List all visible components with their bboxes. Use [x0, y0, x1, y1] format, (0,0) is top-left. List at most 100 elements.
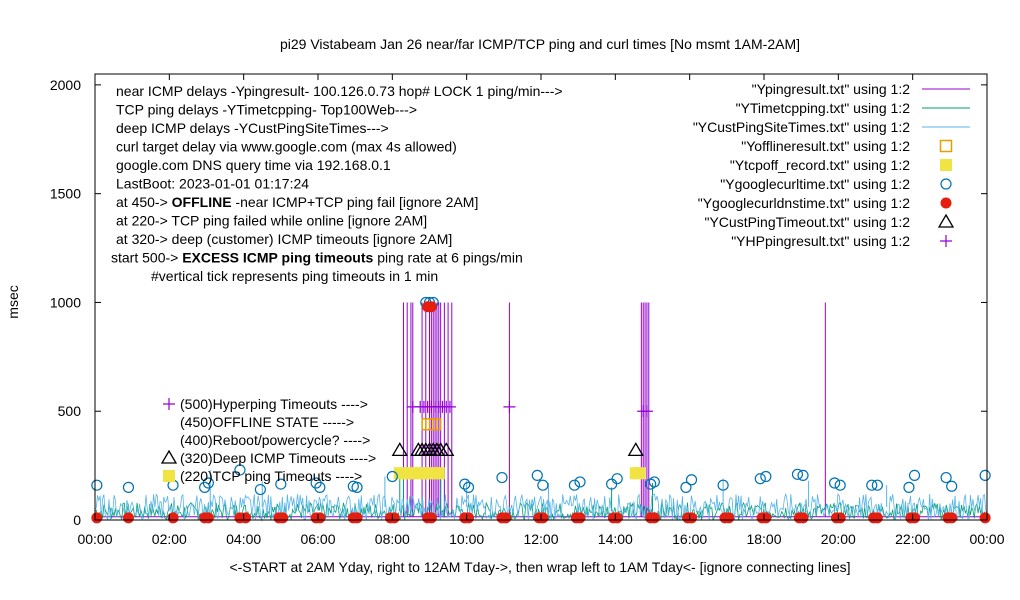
- data-point: [202, 512, 214, 524]
- annotation-line: google.com DNS query time via 192.168.0.…: [116, 157, 391, 173]
- state-suffix: ping rate at 6 pings/min: [373, 250, 522, 266]
- legend-label: "Ygooglecurldnstime.txt" using 1:2: [698, 195, 910, 211]
- data-point: [234, 464, 246, 476]
- tick-layer: 00:00 02:00 04:00 06:00 08:00 10:00 12:00 14:00…: [50, 74, 1005, 547]
- x-tick-label: 02:00: [152, 531, 187, 547]
- data-point: [425, 512, 437, 524]
- state-bold: EXCESS ICMP ping timeouts: [182, 250, 373, 266]
- data-point: [834, 512, 846, 524]
- data-point: [611, 473, 623, 485]
- data-point: [791, 468, 804, 480]
- legend-swatch: [940, 235, 952, 247]
- legend: "Ypingresult.txt" using 1:2 "YTimetcpping…: [693, 81, 970, 249]
- x-tick-label: 10:00: [449, 531, 484, 547]
- data-point: [386, 470, 398, 483]
- marker-label: (500)Hyperping Timeouts ---->: [180, 396, 368, 412]
- data-point: [866, 479, 878, 491]
- x-tick-label: 20:00: [821, 531, 856, 547]
- data-point: [909, 512, 921, 524]
- data-point: [648, 512, 660, 524]
- data-point: [122, 481, 135, 493]
- state-prefix: #vertical tick represents ping timeouts …: [151, 268, 438, 284]
- legend-label: "Ytcpoff_record.txt" using 1:2: [730, 157, 910, 173]
- data-point: [760, 512, 772, 524]
- state-annotation: at 320-> deep (customer) ICMP timeouts […: [116, 231, 452, 247]
- marker-label-icon: [160, 449, 178, 464]
- data-point: [537, 479, 549, 491]
- legend-label: "YTimetcpping.txt" using 1:2: [736, 100, 911, 116]
- series-8: [406, 400, 653, 418]
- data-point: [797, 512, 809, 524]
- x-tick-label: 18:00: [746, 531, 781, 547]
- series-5: [91, 296, 991, 496]
- data-point: [314, 512, 326, 524]
- annotation-line: LastBoot: 2023-01-01 01:17:24: [116, 176, 309, 192]
- y-tick-label: 1500: [50, 186, 81, 202]
- x-tick-label: 00:00: [77, 531, 112, 547]
- series-7: [391, 442, 644, 457]
- data-point: [979, 512, 991, 524]
- data-point: [723, 512, 735, 524]
- x-tick-label: 16:00: [672, 531, 707, 547]
- data-point: [443, 400, 456, 413]
- x-tick-label: 08:00: [375, 531, 410, 547]
- legend-label: "YCustPingSiteTimes.txt" using 1:2: [693, 119, 910, 135]
- data-point: [871, 479, 883, 491]
- x-tick-label: 14:00: [598, 531, 633, 547]
- legend-label: "Ygooglecurltime.txt" using 1:2: [720, 176, 910, 192]
- series-4: [393, 467, 646, 480]
- data-point: [834, 479, 846, 491]
- data-point: [202, 477, 214, 489]
- state-prefix: at 320-> deep (customer) ICMP timeouts […: [116, 231, 452, 247]
- state-prefix: at 450->: [116, 194, 172, 210]
- state-annotation: at 450-> OFFLINE -near ICMP+TCP ping fai…: [116, 194, 478, 210]
- data-point: [685, 474, 698, 486]
- data-point: [531, 469, 543, 481]
- state-suffix: -near ICMP+TCP ping fail [ignore 2AM]: [232, 194, 479, 210]
- data-point: [351, 512, 363, 524]
- series-line: [94, 492, 988, 522]
- data-point: [946, 480, 958, 492]
- data-point: [240, 512, 252, 524]
- data-point: [459, 478, 471, 490]
- data-point: [574, 512, 586, 524]
- annotation-line: curl target delay via www.google.com (ma…: [116, 139, 457, 155]
- state-annotation: at 220-> TCP ping failed while online [i…: [116, 213, 427, 229]
- y-tick-label: 500: [58, 403, 82, 419]
- legend-label: "Yofflineresult.txt" using 1:2: [741, 138, 910, 154]
- data-point: [428, 418, 442, 431]
- data-point: [438, 442, 455, 457]
- data-point: [537, 512, 549, 524]
- data-point: [680, 481, 692, 493]
- x-tick-label: 22:00: [895, 531, 930, 547]
- data-point: [903, 481, 915, 493]
- data-point: [829, 477, 841, 489]
- annotation-layer: near ICMP delays -Ypingresult- 100.126.0…: [111, 83, 563, 484]
- data-point: [503, 400, 516, 413]
- data-point: [91, 479, 103, 491]
- state-prefix: at 220-> TCP ping failed while online [i…: [116, 213, 427, 229]
- data-point: [940, 471, 952, 484]
- legend-swatch: [939, 139, 953, 153]
- marker-label: (400)Reboot/powercycle? ---->: [180, 432, 370, 448]
- state-annotation: #vertical tick represents ping timeouts …: [151, 268, 438, 284]
- legend-label: "YCustPingTimeout.txt" using 1:2: [704, 214, 910, 230]
- x-tick-label: 12:00: [523, 531, 558, 547]
- data-point: [432, 467, 445, 480]
- data-point: [496, 471, 508, 484]
- data-point: [314, 481, 326, 493]
- x-tick-label: 04:00: [226, 531, 261, 547]
- marker-label: (320)Deep ICMP Timeouts ---->: [180, 450, 376, 466]
- y-tick-label: 0: [73, 512, 81, 528]
- data-point: [425, 301, 437, 313]
- chart-title: pi29 Vistabeam Jan 26 near/far ICMP/TCP …: [280, 36, 800, 52]
- legend-label: "YHPpingresult.txt" using 1:2: [731, 233, 910, 249]
- series-3: [421, 418, 442, 431]
- state-annotation: start 500-> EXCESS ICMP ping timeouts pi…: [111, 250, 523, 266]
- annotation-line: deep ICMP delays -YCustPingSiteTimes--->: [116, 120, 389, 136]
- data-point: [463, 512, 475, 524]
- legend-swatch: [940, 159, 952, 171]
- x-tick-label: 06:00: [300, 531, 335, 547]
- data-point: [633, 467, 646, 480]
- annotation-line: near ICMP delays -Ypingresult- 100.126.0…: [116, 83, 563, 99]
